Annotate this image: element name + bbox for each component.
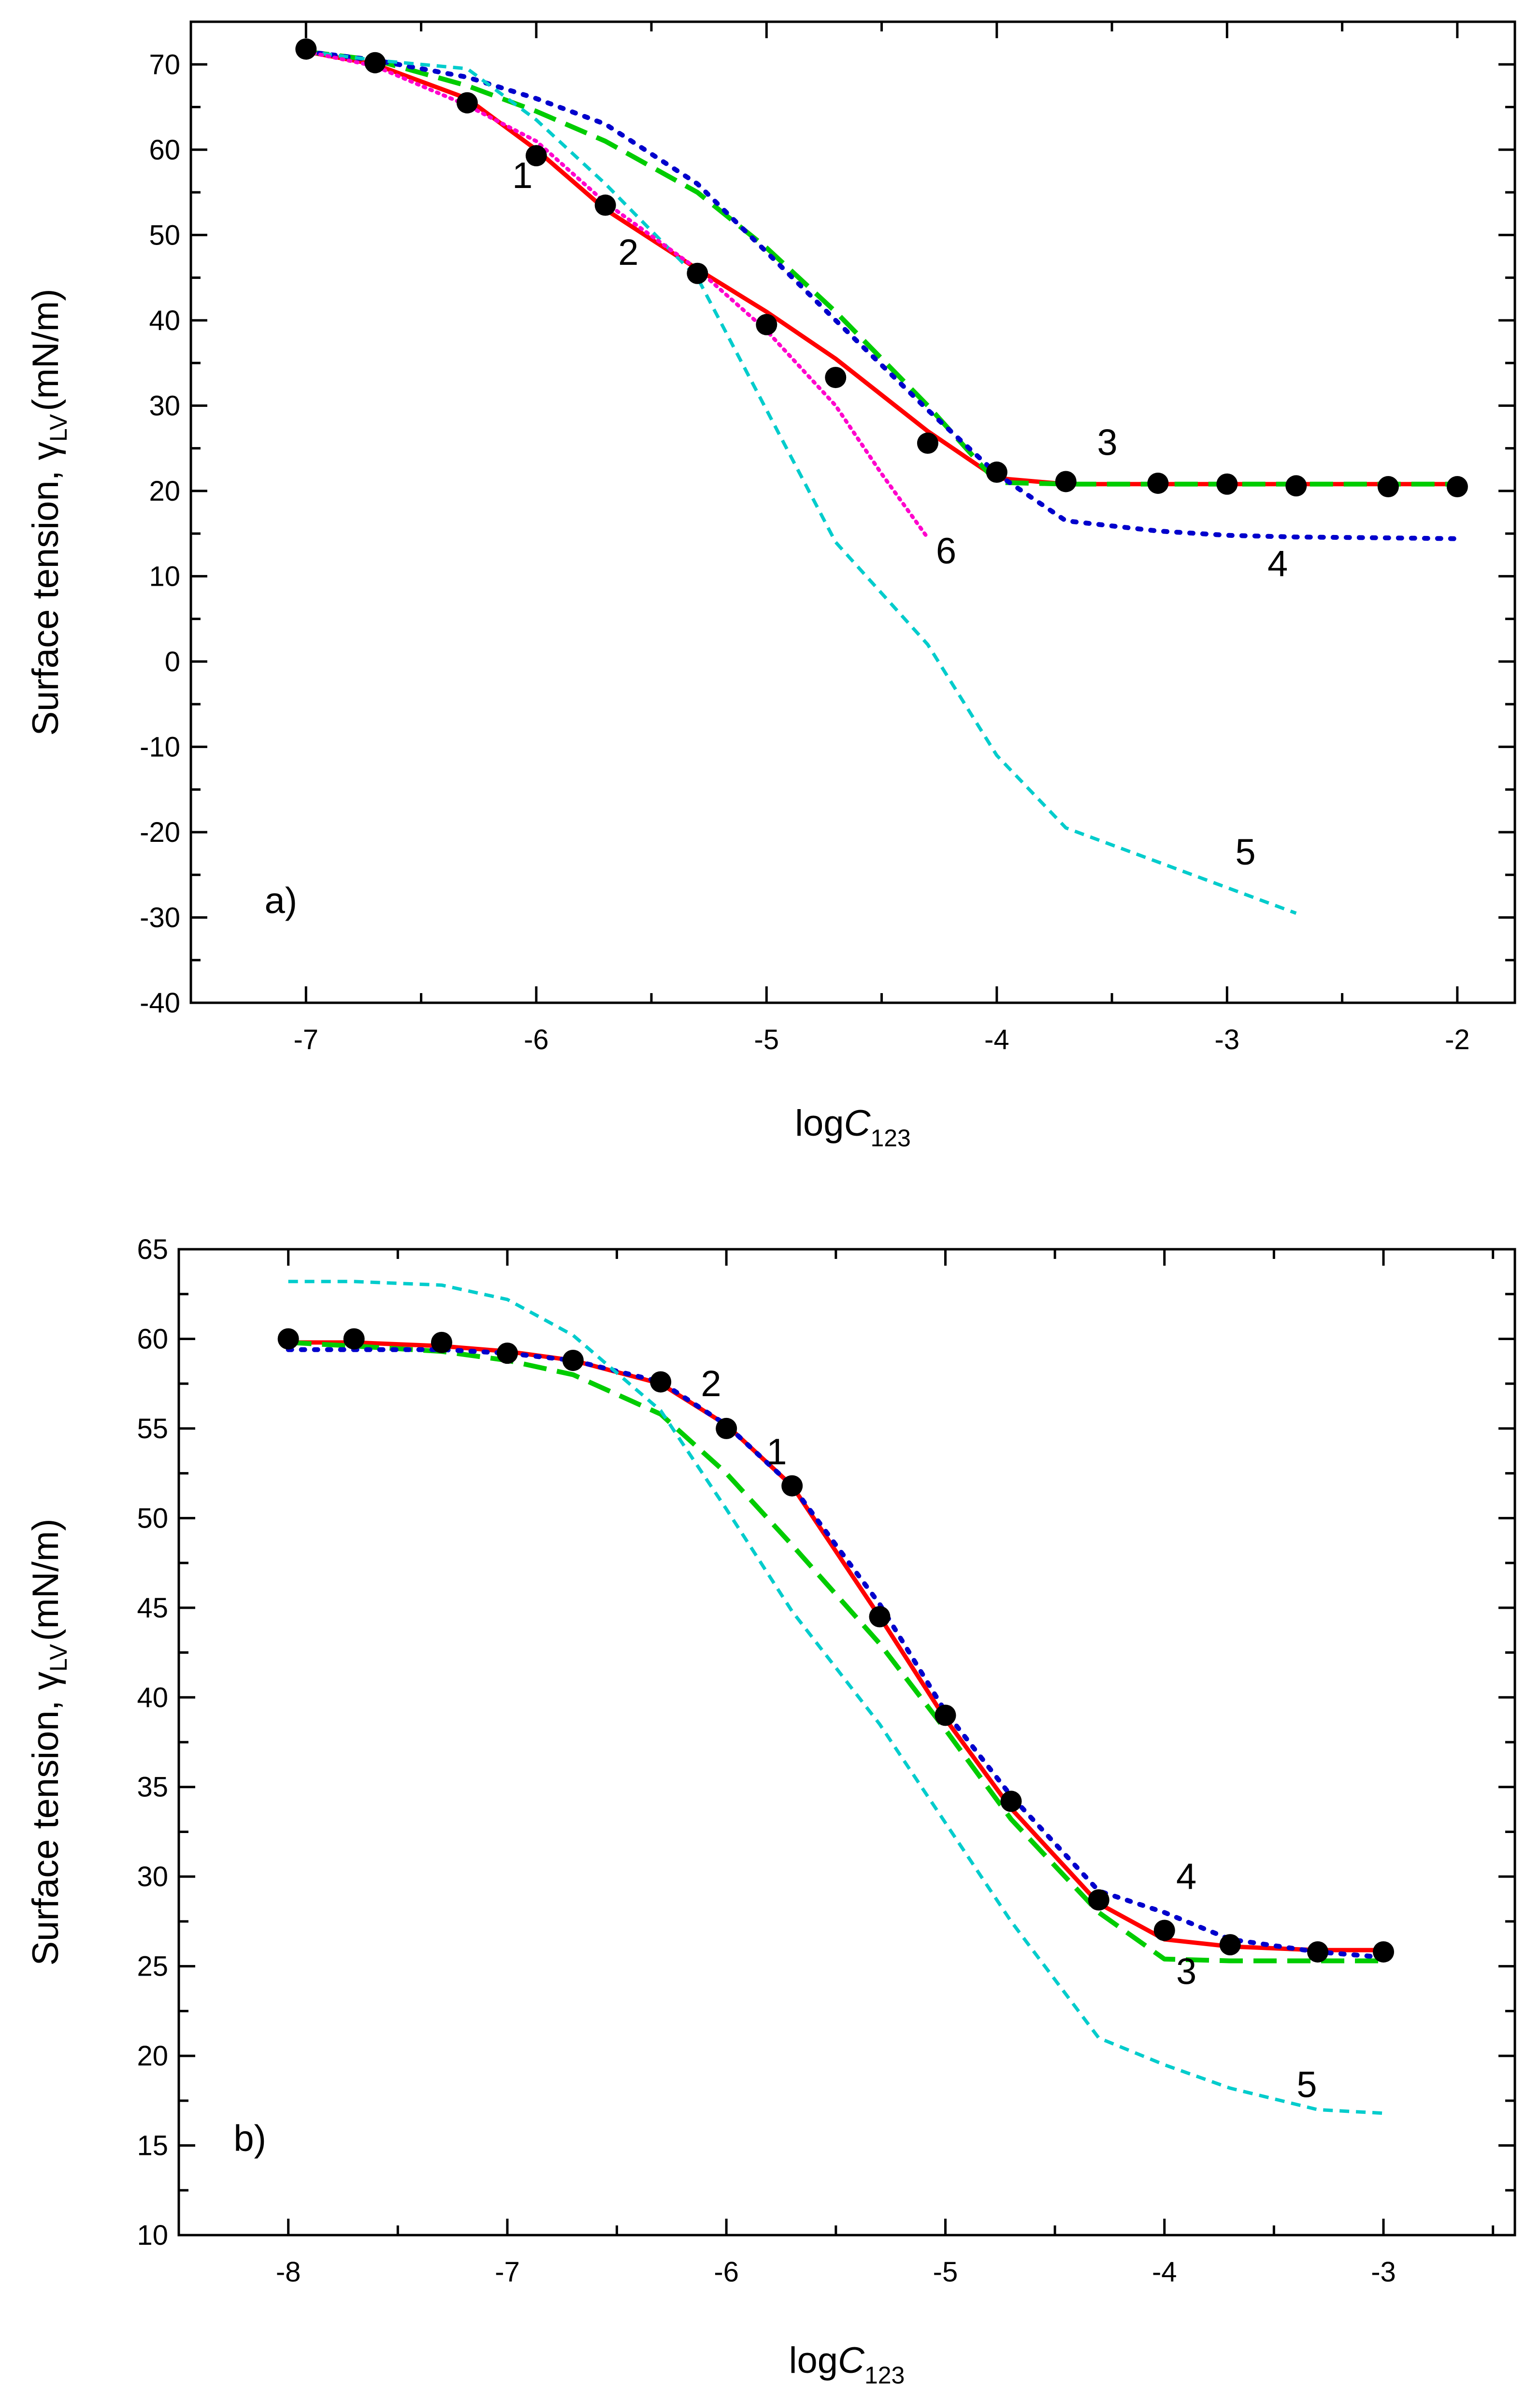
x-tick-label: -4 bbox=[1152, 2256, 1177, 2288]
data-point-series-1 bbox=[1373, 1941, 1395, 1963]
data-point-series-1 bbox=[1285, 475, 1307, 497]
data-point-series-1 bbox=[343, 1328, 365, 1350]
y-tick-label: 50 bbox=[149, 219, 180, 251]
x-tick-label: -5 bbox=[933, 2256, 958, 2288]
x-tick-label: -6 bbox=[714, 2256, 739, 2288]
data-point-series-1 bbox=[431, 1331, 452, 1353]
curve-label: 5 bbox=[1235, 832, 1255, 873]
x-tick-label: -4 bbox=[984, 1024, 1009, 1055]
y-tick-label: 25 bbox=[137, 1951, 168, 1982]
plot-frame bbox=[189, 20, 1516, 1004]
y-axis-title: Surface tension, γLV(mN/m) bbox=[25, 1518, 72, 1965]
y-tick-label: 40 bbox=[137, 1682, 168, 1713]
data-point-series-1 bbox=[456, 92, 478, 114]
panel-a: -7 -6 -5 -4 -3 -2 -40 -30 -20 -10 0 10 20 30 40 50 60 70 1… bbox=[25, 20, 1516, 1152]
x-axis-title: logC123 bbox=[789, 2340, 905, 2389]
x-tick-label: -8 bbox=[276, 2256, 301, 2288]
y-tick-label: 40 bbox=[149, 305, 180, 336]
curve-label: 1 bbox=[766, 1431, 787, 1473]
data-point-series-1 bbox=[364, 52, 386, 73]
data-point-series-1 bbox=[1219, 1934, 1241, 1956]
data-point-series-1 bbox=[496, 1343, 518, 1364]
curve-label: 4 bbox=[1267, 543, 1288, 584]
data-point-series-1 bbox=[1055, 471, 1077, 492]
x-tick-label: -2 bbox=[1445, 1024, 1470, 1055]
x-axis-title: logC123 bbox=[795, 1103, 911, 1152]
data-point-series-1 bbox=[917, 433, 938, 454]
curve-label: 3 bbox=[1176, 1951, 1196, 1993]
curve-label: 2 bbox=[701, 1363, 721, 1404]
data-point-series-1 bbox=[1153, 1920, 1175, 1941]
y-axis-title: Surface tension, γLV(mN/m) bbox=[25, 289, 72, 736]
x-tick-label: -3 bbox=[1215, 1024, 1240, 1055]
series-line-2 bbox=[288, 1340, 1383, 1952]
data-point-series-1 bbox=[756, 314, 777, 335]
y-tick-label: 10 bbox=[137, 2220, 168, 2251]
series-line-3 bbox=[305, 49, 1457, 487]
y-tick-label: -30 bbox=[140, 902, 180, 933]
curve-label: 6 bbox=[936, 531, 956, 572]
data-point-series-1 bbox=[825, 367, 847, 389]
data-point-series-1 bbox=[295, 38, 317, 60]
data-point-series-1 bbox=[650, 1371, 672, 1393]
series-line-3 bbox=[288, 1340, 1383, 1964]
y-tick-label: 35 bbox=[137, 1772, 168, 1803]
curve-label: 2 bbox=[618, 232, 638, 273]
data-point-series-1 bbox=[716, 1417, 737, 1439]
data-point-series-1 bbox=[986, 462, 1007, 483]
curve-label: 1 bbox=[512, 155, 533, 196]
series-line-2 bbox=[305, 49, 1457, 487]
y-tick-label: 50 bbox=[137, 1502, 168, 1534]
series-line-6 bbox=[304, 49, 930, 540]
curve-label: 3 bbox=[1097, 422, 1117, 463]
y-tick-label: 30 bbox=[137, 1861, 168, 1892]
data-point-series-1 bbox=[1307, 1941, 1329, 1963]
data-point-series-1 bbox=[1000, 1791, 1022, 1812]
series-line-4 bbox=[303, 49, 1460, 541]
data-point-series-1 bbox=[1147, 472, 1169, 494]
panel-label: b) bbox=[233, 2118, 266, 2159]
x-tick-label: -3 bbox=[1371, 2256, 1396, 2288]
data-point-series-1 bbox=[277, 1328, 299, 1350]
series-line-4 bbox=[286, 1347, 1386, 1960]
y-tick-label: 45 bbox=[137, 1592, 168, 1624]
data-point-series-1 bbox=[1088, 1889, 1109, 1911]
data-point-series-1 bbox=[594, 194, 616, 216]
data-point-series-1 bbox=[1446, 476, 1468, 498]
y-tick-label: 65 bbox=[137, 1234, 168, 1265]
data-point-series-1 bbox=[525, 145, 547, 167]
y-tick-label: 60 bbox=[149, 134, 180, 166]
y-tick-label: 20 bbox=[149, 476, 180, 507]
x-tick-label: -6 bbox=[524, 1024, 549, 1055]
y-tick-label: 30 bbox=[149, 390, 180, 421]
data-point-series-1 bbox=[781, 1475, 803, 1497]
y-tick-label: 15 bbox=[137, 2130, 168, 2162]
series-line-5 bbox=[288, 1280, 1384, 2115]
data-point-series-1 bbox=[1216, 473, 1238, 495]
data-point-series-1 bbox=[1377, 476, 1399, 498]
x-tick-label: -7 bbox=[293, 1024, 318, 1055]
data-point-series-1 bbox=[869, 1606, 891, 1628]
x-tick-label: -7 bbox=[495, 2256, 520, 2288]
y-tick-label: 60 bbox=[137, 1323, 168, 1355]
curve-label: 5 bbox=[1296, 2064, 1317, 2105]
y-tick-label: 10 bbox=[149, 561, 180, 592]
data-point-series-1 bbox=[935, 1704, 956, 1726]
data-point-series-1 bbox=[562, 1349, 584, 1371]
y-tick-label: 55 bbox=[137, 1413, 168, 1444]
x-tick-label: -5 bbox=[754, 1024, 779, 1055]
y-tick-label: 20 bbox=[137, 2040, 168, 2072]
data-point-series-1 bbox=[687, 262, 708, 284]
y-tick-label: 70 bbox=[149, 49, 180, 80]
y-tick-label: 0 bbox=[165, 646, 180, 678]
panel-label: a) bbox=[264, 881, 297, 922]
series-line-5 bbox=[305, 50, 1297, 915]
curve-label: 4 bbox=[1176, 1856, 1196, 1897]
panel-b: -8 -7 -6 -5 -4 -31015202530354045505560651234… bbox=[25, 1234, 1516, 2389]
y-tick-label: -10 bbox=[140, 731, 180, 763]
y-tick-label: -40 bbox=[140, 987, 180, 1019]
y-tick-label: -20 bbox=[140, 817, 180, 848]
